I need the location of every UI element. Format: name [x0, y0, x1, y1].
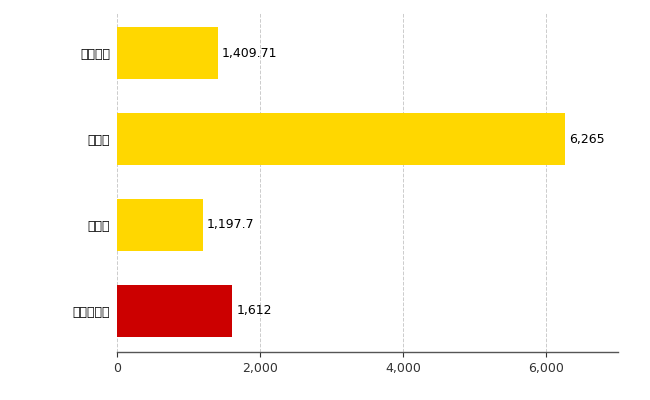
Text: 1,612: 1,612	[237, 304, 272, 317]
Text: 1,197.7: 1,197.7	[207, 218, 255, 232]
Bar	[117, 285, 232, 336]
Bar	[117, 28, 218, 79]
Bar	[117, 113, 565, 165]
Text: 1,409.71: 1,409.71	[222, 47, 278, 60]
Text: 6,265: 6,265	[569, 132, 605, 146]
Bar	[117, 199, 203, 251]
